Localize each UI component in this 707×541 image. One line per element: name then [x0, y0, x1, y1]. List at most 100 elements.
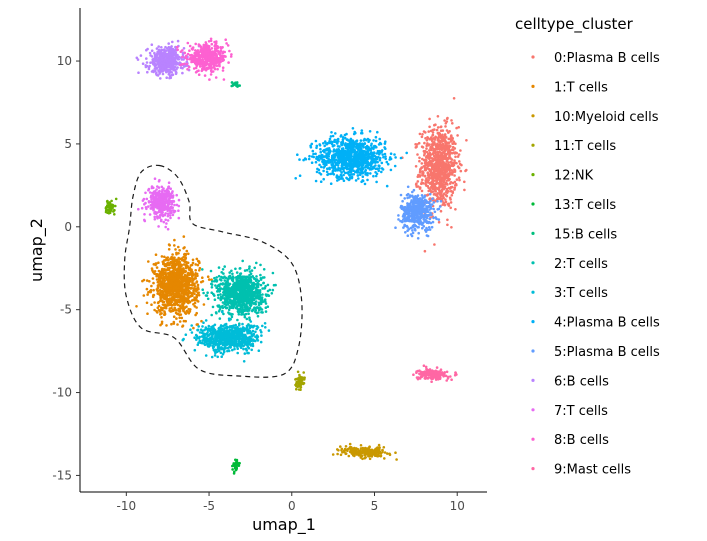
scatter-point [165, 207, 168, 211]
scatter-point [175, 251, 178, 255]
scatter-point [354, 145, 358, 148]
scatter-point [422, 130, 426, 133]
scatter-point [339, 173, 343, 177]
scatter-point [204, 67, 208, 71]
scatter-point [169, 192, 173, 196]
scatter-point [448, 137, 452, 141]
scatter-point [410, 206, 414, 210]
scatter-point [319, 150, 323, 154]
scatter-point [450, 158, 454, 161]
scatter-point [171, 73, 175, 76]
scatter-point [416, 237, 420, 240]
scatter-point [211, 305, 215, 309]
scatter-point [432, 154, 436, 158]
scatter-point [360, 150, 363, 153]
scatter-point [193, 282, 196, 286]
scatter-point [167, 284, 171, 288]
scatter-point [407, 210, 410, 214]
scatter-point [176, 295, 180, 299]
scatter-point [419, 213, 422, 216]
scatter-point [453, 161, 456, 165]
scatter-point [453, 186, 457, 190]
scatter-point [175, 203, 179, 207]
scatter-point [344, 150, 348, 154]
scatter-point [148, 191, 152, 194]
scatter-point [435, 128, 439, 132]
scatter-point [432, 193, 436, 196]
scatter-point [166, 291, 170, 294]
scatter-point [209, 69, 213, 72]
scatter-point [215, 61, 218, 64]
scatter-point [162, 293, 165, 297]
scatter-point [330, 140, 334, 144]
scatter-point [261, 293, 264, 296]
scatter-point [444, 181, 448, 185]
scatter-point [372, 139, 375, 142]
scatter-point [435, 165, 439, 169]
scatter-point [328, 167, 331, 171]
scatter-point [366, 158, 369, 161]
scatter-point [458, 160, 461, 163]
scatter-point [331, 161, 334, 165]
scatter-point [203, 48, 207, 52]
scatter-point [185, 54, 188, 58]
scatter-point [248, 265, 251, 268]
scatter-point [455, 183, 458, 187]
scatter-point [207, 278, 211, 281]
scatter-point [206, 52, 210, 55]
scatter-point [415, 185, 419, 188]
scatter-point [349, 170, 353, 174]
scatter-point [202, 44, 205, 48]
scatter-point [191, 46, 195, 49]
scatter-point [218, 317, 222, 320]
scatter-point [166, 300, 169, 303]
scatter-point [181, 71, 184, 75]
scatter-point [463, 180, 466, 184]
scatter-point [423, 168, 427, 172]
scatter-point [170, 52, 174, 56]
scatter-point [451, 138, 454, 142]
scatter-point [422, 182, 425, 185]
scatter-point [165, 222, 168, 225]
scatter-point [443, 162, 447, 165]
scatter-point [446, 116, 449, 120]
scatter-point [210, 313, 213, 317]
scatter-point [448, 173, 451, 177]
scatter-point [427, 226, 431, 229]
scatter-point [171, 303, 174, 307]
scatter-point [443, 179, 446, 182]
scatter-point [187, 65, 191, 69]
scatter-point [200, 61, 204, 64]
scatter-point [310, 142, 314, 146]
scatter-point [258, 289, 262, 292]
scatter-point [172, 277, 175, 280]
scatter-point [168, 281, 172, 284]
scatter-point [423, 166, 427, 170]
scatter-point [230, 315, 234, 319]
scatter-point [156, 56, 159, 59]
scatter-point [359, 155, 363, 158]
scatter-point [437, 133, 441, 137]
scatter-point [341, 163, 344, 167]
scatter-point [419, 202, 422, 206]
scatter-point [364, 150, 368, 154]
scatter-point [444, 198, 447, 201]
scatter-point [429, 168, 433, 172]
scatter-point [420, 162, 424, 165]
scatter-point [350, 162, 354, 165]
scatter-point [151, 69, 155, 72]
scatter-point [348, 168, 352, 171]
scatter-point [355, 154, 358, 157]
scatter-point [378, 158, 382, 162]
scatter-point [346, 171, 350, 174]
scatter-point [417, 225, 420, 229]
scatter-point [405, 151, 409, 155]
scatter-point [429, 211, 432, 215]
scatter-point [429, 153, 432, 156]
scatter-point [426, 161, 430, 165]
scatter-point [421, 170, 425, 173]
scatter-point [330, 166, 334, 169]
scatter-point [411, 231, 415, 235]
scatter-point [325, 170, 329, 174]
scatter-point [412, 204, 415, 207]
